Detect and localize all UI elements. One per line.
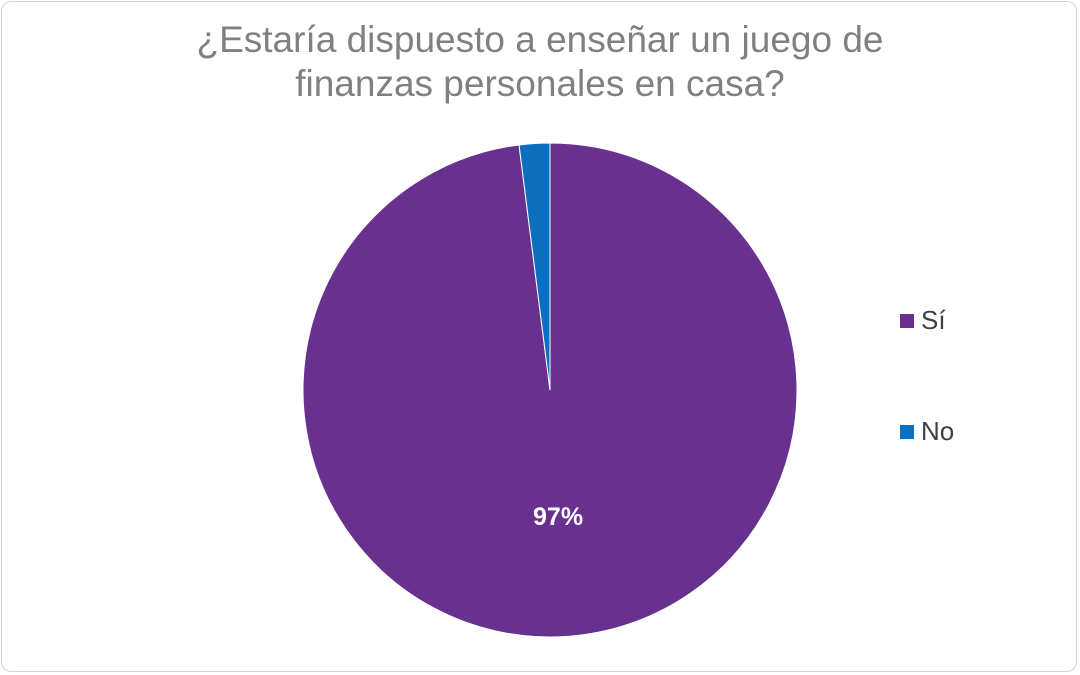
chart-title: ¿Estaría dispuesto a enseñar un juego de… bbox=[0, 18, 1080, 106]
legend-label-si: Sí bbox=[921, 305, 946, 335]
legend-swatch-si bbox=[900, 313, 914, 328]
legend-item-si: Sí bbox=[900, 305, 946, 336]
pie-slice-1 bbox=[518, 142, 551, 391]
legend-label-no: No bbox=[921, 416, 955, 446]
pie-data-label-0: 97% bbox=[533, 503, 583, 531]
chart-title-line-2: finanzas personales en casa? bbox=[295, 63, 785, 104]
legend-swatch-no bbox=[900, 424, 914, 439]
pie-data-labels: 97% bbox=[533, 503, 583, 531]
legend-item-no: No bbox=[900, 416, 954, 447]
chart-title-line-1: ¿Estaría dispuesto a enseñar un juego de bbox=[196, 19, 884, 60]
pie-slices bbox=[302, 142, 798, 638]
